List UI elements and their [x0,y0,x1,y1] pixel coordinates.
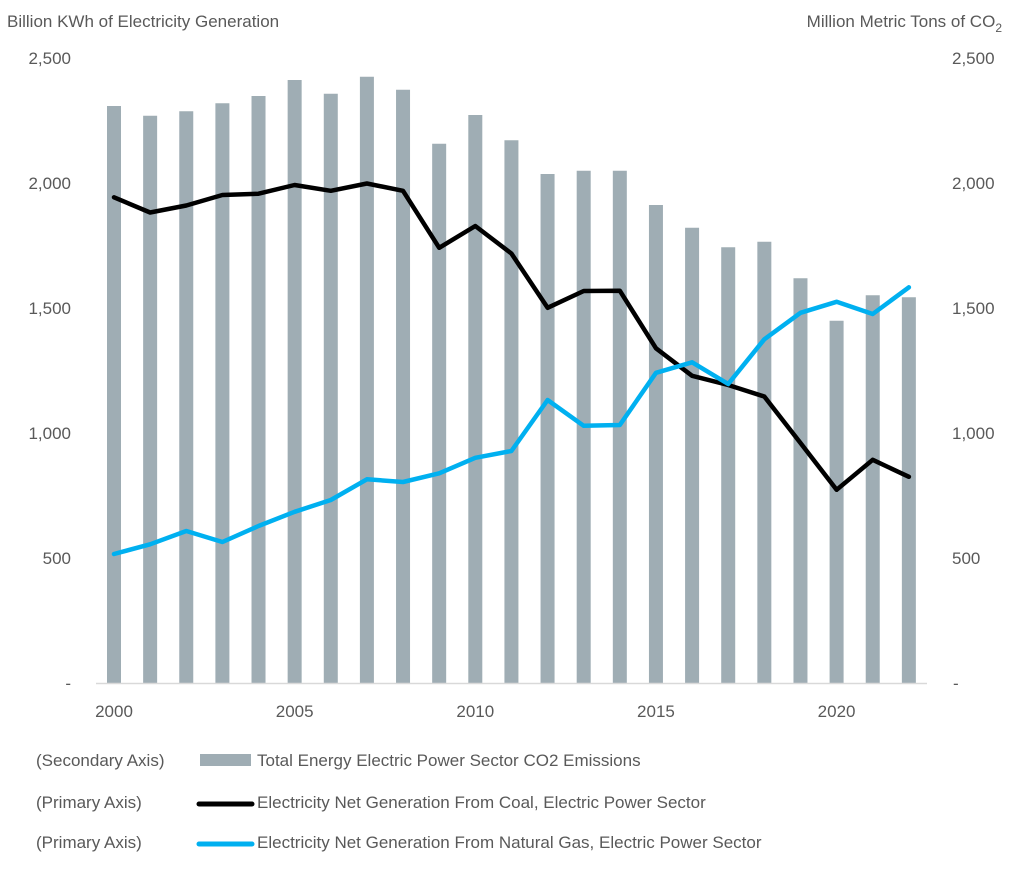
left-tick-label: 1,500 [28,299,71,318]
x-tick-label: 2000 [95,702,133,721]
bar-2017 [721,247,736,683]
legend-item: (Primary Axis) Electricity Net Generation… [36,833,762,852]
bar-2016 [685,227,700,683]
legend-axis-label: (Secondary Axis) [36,751,165,770]
bar-2018 [757,241,772,683]
legend-axis-label: (Primary Axis) [36,793,142,812]
bar-2005 [287,80,302,683]
legend-series-name: Electricity Net Generation From Coal, El… [257,793,706,812]
left-axis: - 500 1,000 1,500 2,000 2,500 [28,49,71,693]
legend-item: (Secondary Axis) Total Energy Electric Po… [36,751,641,770]
bar-2010 [468,115,483,683]
bar-2004 [251,96,266,683]
x-tick-label: 2015 [637,702,675,721]
bar-2019 [793,278,808,683]
bar-2002 [179,111,194,683]
left-axis-title: Billion KWh of Electricity Generation [7,12,279,31]
right-axis: - 500 1,000 1,500 2,000 2,500 [952,49,995,693]
x-tick-label: 2010 [456,702,494,721]
legend-series-name: Total Energy Electric Power Sector CO2 E… [257,751,641,770]
bar-2020 [829,320,844,683]
right-tick-label: - [953,674,959,693]
line-series [111,181,912,557]
legend-series-name: Electricity Net Generation From Natural … [257,833,762,852]
bar-2015 [648,205,663,683]
left-tick-label: 1,000 [28,424,71,443]
left-tick-label: - [65,674,71,693]
bar-2009 [432,143,447,683]
right-tick-label: 2,500 [952,49,995,68]
right-tick-label: 1,000 [952,424,995,443]
right-axis-title-subscript: 2 [995,21,1002,35]
right-tick-label: 1,500 [952,299,995,318]
left-tick-label: 2,500 [28,49,71,68]
right-tick-label: 500 [952,549,980,568]
coal-line [111,181,912,493]
x-axis: 2000 2005 2010 2015 2020 [95,702,855,721]
bar-2006 [323,93,338,683]
left-tick-label: 2,000 [28,174,71,193]
right-axis-title: Million Metric Tons of CO2 [807,12,1003,35]
right-axis-title-main: Million Metric Tons of CO [807,12,996,31]
bar-series [107,76,916,683]
bar-2012 [540,174,555,683]
bar-2008 [396,89,411,683]
natural-gas-line [111,285,912,557]
legend: (Secondary Axis) Total Energy Electric Po… [36,751,762,852]
right-tick-label: 2,000 [952,174,995,193]
bar-2021 [865,295,880,683]
bar-2003 [215,103,230,683]
legend-swatch-bar [200,754,251,766]
legend-item: (Primary Axis) Electricity Net Generation… [36,793,706,812]
legend-axis-label: (Primary Axis) [36,833,142,852]
bar-2022 [901,297,916,683]
bar-2011 [504,140,519,683]
left-tick-label: 500 [43,549,71,568]
x-tick-label: 2020 [818,702,856,721]
bar-2007 [359,76,374,683]
x-tick-label: 2005 [276,702,314,721]
bar-2000 [107,106,121,683]
bar-2001 [143,115,158,683]
